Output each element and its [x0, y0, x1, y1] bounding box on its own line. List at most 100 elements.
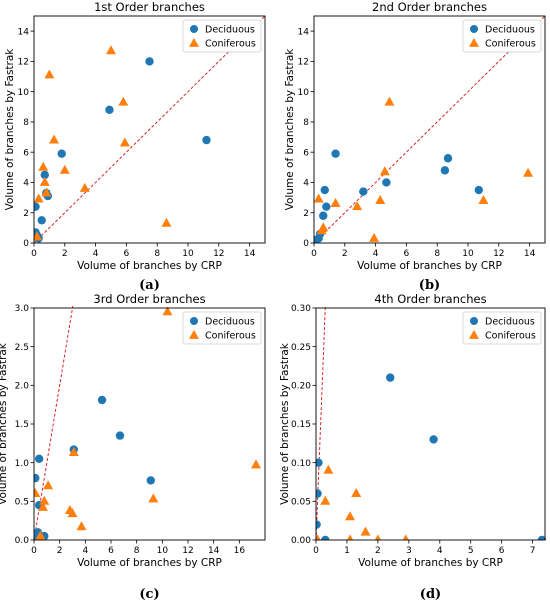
x-tick-label: 14	[524, 249, 536, 259]
data-point-coniferous	[49, 134, 60, 144]
legend: Deciduous Coniferous	[182, 311, 262, 345]
data-point-deciduous	[34, 454, 44, 463]
y-tick-label: 10	[18, 88, 30, 98]
y-tick-label: 0.20	[291, 382, 311, 392]
data-point-coniferous	[79, 182, 90, 192]
legend-box	[182, 311, 262, 345]
y-tick-label: 2.0	[15, 382, 30, 392]
data-point-deciduous	[359, 187, 368, 196]
y-tick-label: 0.5	[15, 498, 29, 508]
y-tick-label: 2	[303, 209, 309, 219]
x-tick-label: 6	[499, 546, 505, 556]
data-point-coniferous	[34, 488, 41, 498]
y-tick-label: 14	[18, 27, 30, 37]
y-tick-label: 2	[23, 209, 29, 219]
x-tick-label: 4	[82, 546, 88, 556]
data-layer	[314, 15, 546, 243]
legend-marker-deciduous	[470, 25, 478, 33]
data-point-deciduous	[105, 105, 114, 115]
legend-box	[462, 19, 542, 53]
legend-label-deciduous: Deciduous	[205, 317, 255, 328]
panel-2nd-order: 2nd Order branches 0 2 4 6 8 10 12 14 0 2 4 6 8 10 12 14…	[284, 0, 546, 293]
y-tick-label: 14	[298, 27, 310, 37]
data-point-coniferous	[320, 495, 331, 505]
y-tick-label: 0.0	[15, 536, 30, 546]
data-point-deciduous	[316, 520, 321, 529]
x-tick-label: 6	[124, 249, 130, 259]
legend-marker-coniferous	[469, 329, 479, 339]
x-axis-label: Volume of branches by CRP	[77, 260, 222, 272]
data-point-deciduous	[37, 216, 46, 225]
legend-box	[182, 19, 262, 53]
x-tick-label: 4	[93, 249, 99, 259]
data-point-coniferous	[34, 193, 44, 203]
data-point-coniferous	[106, 45, 116, 55]
data-point-deciduous	[202, 135, 211, 145]
y-axis-label: Volume of branches by Fastrak	[279, 342, 291, 505]
x-tick-label: 10	[157, 546, 169, 556]
data-point-coniferous	[161, 217, 172, 227]
y-tick-label: 6	[23, 148, 29, 158]
data-point-coniferous	[330, 198, 341, 208]
y-tick-label: 0.10	[291, 459, 311, 469]
x-tick-label: 2	[57, 546, 63, 556]
one-to-one-reference-line	[34, 15, 266, 243]
x-tick-label: 2	[62, 249, 68, 259]
x-tick-label: 8	[154, 249, 160, 259]
x-tick-label: 0	[31, 249, 37, 259]
chart-title: 4th Order branches	[374, 292, 486, 306]
x-tick-label: 14	[208, 546, 220, 556]
y-tick-label: 0.15	[291, 420, 311, 430]
y-tick-label: 0.05	[291, 498, 311, 508]
chart-title: 2nd Order branches	[372, 0, 487, 14]
y-tick-label: 4	[303, 179, 309, 189]
data-point-coniferous	[345, 511, 356, 521]
data-point-coniferous	[38, 161, 49, 171]
x-tick-label: 7	[530, 546, 536, 556]
x-tick-label: 10	[182, 249, 194, 259]
x-tick-label: 16	[234, 546, 246, 556]
y-tick-label: 0.30	[291, 304, 311, 314]
y-tick-label: 2.5	[15, 343, 29, 353]
y-tick-label: 12	[298, 58, 309, 68]
y-tick-label: 0	[303, 239, 309, 249]
x-tick-label: 8	[134, 546, 140, 556]
legend-label-coniferous: Coniferous	[485, 331, 536, 342]
data-point-coniferous	[379, 166, 390, 176]
legend-marker-deciduous	[470, 317, 478, 325]
data-point-deciduous	[319, 211, 328, 220]
data-point-coniferous	[314, 193, 324, 203]
panel-1st-order: 1st Order branches 0 2 4 6 8 10 12 14 0 2 4 6 8 10 12 14…	[4, 0, 266, 293]
plot-frame	[313, 15, 546, 244]
data-point-coniferous	[346, 534, 354, 540]
data-point-coniferous	[384, 96, 395, 106]
data-point-coniferous	[375, 195, 386, 205]
legend: Deciduous Coniferous	[462, 311, 542, 345]
data-layer	[34, 15, 266, 243]
legend-marker-coniferous	[189, 37, 199, 47]
x-axis-label: Volume of branches by CRP	[77, 557, 222, 569]
data-point-deciduous	[40, 170, 49, 180]
data-point-coniferous	[351, 488, 362, 497]
data-point-coniferous	[369, 232, 380, 242]
data-point-deciduous	[443, 154, 453, 163]
x-axis-label: Volume of branches by CRP	[357, 260, 502, 272]
y-tick-label: 4	[23, 179, 29, 189]
data-point-deciduous	[331, 149, 340, 158]
y-tick-label: 0.00	[291, 536, 311, 546]
panel-caption: (c)	[139, 587, 159, 602]
x-tick-label: 12	[493, 249, 504, 259]
chart-title: 3rd Order branches	[93, 292, 205, 306]
x-tick-label: 14	[244, 249, 256, 259]
data-point-coniferous	[118, 96, 129, 106]
data-point-deciduous	[316, 458, 323, 467]
chart-title: 1st Order branches	[94, 0, 205, 14]
data-point-deciduous	[386, 373, 395, 382]
data-point-coniferous	[402, 534, 409, 540]
data-point-deciduous	[474, 185, 483, 195]
data-point-coniferous	[162, 306, 173, 316]
legend-marker-coniferous	[469, 37, 479, 47]
data-point-deciduous	[34, 202, 40, 211]
data-point-deciduous	[115, 431, 125, 440]
